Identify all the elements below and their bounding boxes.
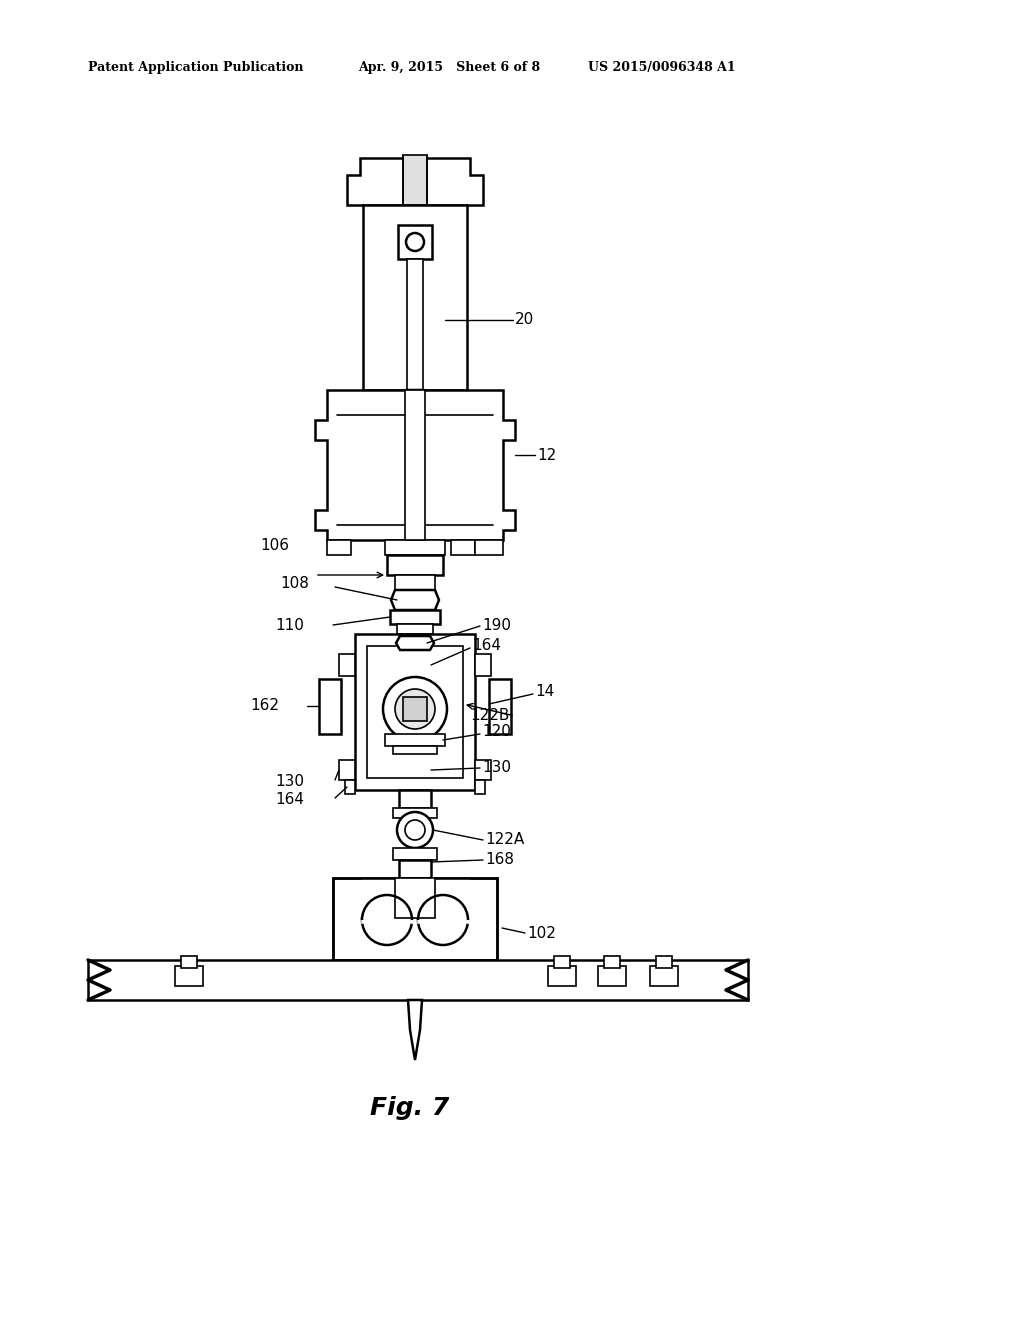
Bar — [475, 760, 490, 780]
Bar — [367, 645, 463, 777]
Bar — [393, 746, 437, 754]
Bar — [362, 880, 412, 921]
Text: Apr. 9, 2015   Sheet 6 of 8: Apr. 9, 2015 Sheet 6 of 8 — [358, 62, 540, 74]
Bar — [604, 956, 620, 968]
Circle shape — [383, 677, 447, 741]
Polygon shape — [408, 1001, 422, 1060]
Text: 164: 164 — [275, 792, 304, 808]
Text: 130: 130 — [482, 760, 511, 776]
Bar — [88, 960, 748, 1001]
Text: 164: 164 — [472, 639, 501, 653]
Bar — [398, 224, 432, 259]
Text: 120: 120 — [482, 725, 511, 739]
Bar — [399, 789, 431, 808]
Text: 102: 102 — [527, 925, 556, 940]
Bar — [395, 576, 435, 590]
Bar — [327, 540, 351, 554]
Circle shape — [406, 234, 424, 251]
Bar — [403, 697, 427, 721]
Bar — [451, 540, 475, 554]
Text: 122A: 122A — [485, 833, 524, 847]
Circle shape — [395, 689, 435, 729]
Text: 110: 110 — [275, 618, 304, 632]
Polygon shape — [391, 590, 439, 610]
Text: 130: 130 — [275, 775, 304, 789]
Bar — [339, 760, 355, 780]
Circle shape — [362, 895, 412, 945]
Bar — [418, 880, 468, 921]
Bar — [333, 878, 497, 960]
Bar — [489, 678, 511, 734]
Bar — [339, 653, 355, 676]
Bar — [175, 966, 203, 986]
Polygon shape — [396, 636, 434, 649]
Bar — [387, 554, 443, 576]
Text: 14: 14 — [535, 685, 554, 700]
Bar — [598, 966, 626, 986]
Text: 168: 168 — [485, 853, 514, 867]
Bar — [399, 861, 431, 878]
Text: 20: 20 — [515, 313, 535, 327]
Bar — [355, 634, 475, 789]
Text: Fig. 7: Fig. 7 — [371, 1096, 450, 1119]
Circle shape — [406, 820, 425, 840]
Bar — [393, 847, 437, 861]
Bar — [475, 540, 503, 554]
Bar — [362, 205, 467, 389]
Text: 106: 106 — [260, 537, 289, 553]
Text: 190: 190 — [482, 619, 511, 634]
Polygon shape — [315, 389, 515, 540]
Bar — [650, 966, 678, 986]
Text: Patent Application Publication: Patent Application Publication — [88, 62, 303, 74]
Bar — [475, 653, 490, 676]
Circle shape — [418, 895, 468, 945]
Circle shape — [397, 812, 433, 847]
Bar — [548, 966, 575, 986]
Bar — [319, 678, 341, 734]
Bar — [181, 956, 197, 968]
Bar — [393, 808, 437, 818]
Text: US 2015/0096348 A1: US 2015/0096348 A1 — [588, 62, 735, 74]
Bar — [475, 780, 485, 795]
Polygon shape — [407, 389, 423, 414]
Bar — [385, 734, 445, 746]
Bar — [345, 780, 355, 795]
Bar — [656, 956, 672, 968]
Text: 122B: 122B — [470, 709, 509, 723]
Text: 162: 162 — [250, 698, 279, 714]
Polygon shape — [403, 154, 427, 205]
Bar — [395, 878, 435, 917]
Text: 12: 12 — [537, 447, 556, 462]
Bar — [390, 610, 440, 624]
Bar — [333, 878, 497, 960]
Bar — [554, 956, 570, 968]
Bar — [397, 624, 433, 634]
Text: 108: 108 — [280, 576, 309, 590]
Bar — [407, 259, 423, 389]
Polygon shape — [347, 158, 483, 205]
Bar — [385, 540, 445, 554]
Bar — [406, 389, 425, 540]
